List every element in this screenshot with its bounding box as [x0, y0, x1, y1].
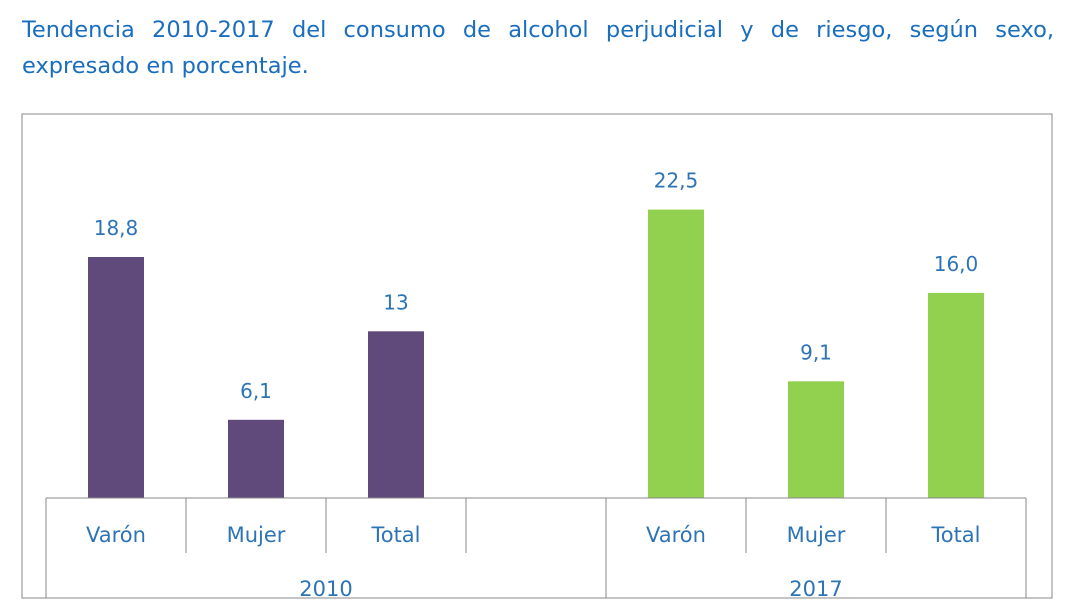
bar-2010-total [368, 331, 424, 498]
data-label: 6,1 [240, 379, 272, 403]
category-label: Varón [646, 523, 706, 547]
bar-2010-mujer [228, 419, 284, 498]
data-label: 16,0 [934, 252, 979, 276]
plot-area-border [21, 113, 1053, 599]
chart-title: Tendencia 2010-2017 del consumo de alcoh… [22, 17, 1054, 79]
group-label-2010: 2010 [299, 577, 352, 601]
bars-layer: 18,8 6,1 13 22,5 9,1 16,0 [88, 169, 984, 498]
bar-2017-total [928, 292, 984, 498]
data-label: 9,1 [800, 340, 832, 364]
category-label: Mujer [227, 523, 286, 547]
bar-2010-varon [88, 257, 144, 498]
data-label: 13 [383, 290, 408, 314]
category-label: Total [370, 523, 420, 547]
group-label-2017: 2017 [789, 577, 842, 601]
category-label: Mujer [787, 523, 846, 547]
data-label: 22,5 [654, 169, 699, 193]
category-axis: Varón Mujer Total Varón Mujer Total 2010 2017 [45, 497, 1027, 601]
bar-2017-varon [648, 209, 704, 498]
bar-2017-mujer [788, 381, 844, 498]
category-label: Varón [86, 523, 146, 547]
data-label: 18,8 [94, 216, 139, 240]
category-label: Total [930, 523, 980, 547]
